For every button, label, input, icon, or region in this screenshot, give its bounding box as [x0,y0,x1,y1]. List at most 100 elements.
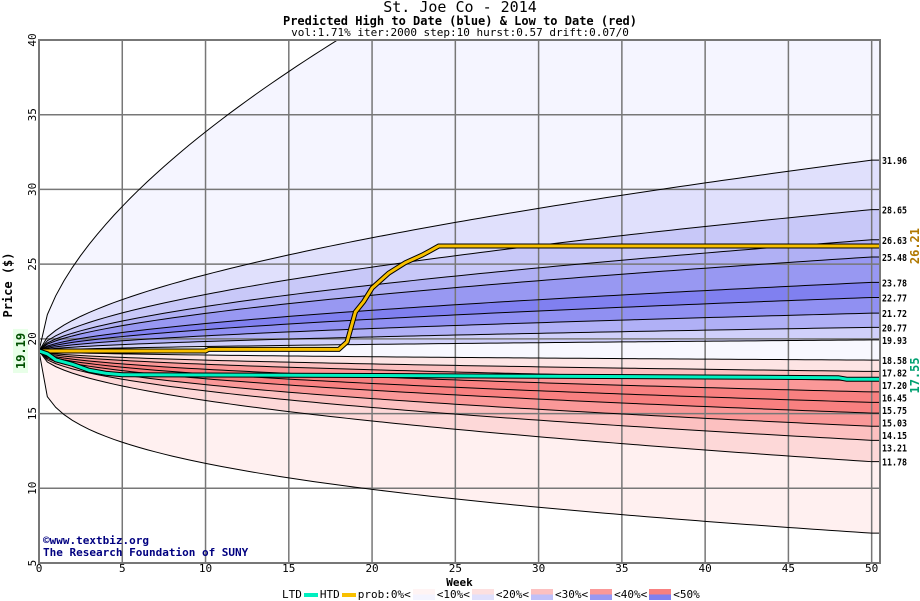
start-price-bg [13,328,28,373]
y-tick-label: 25 [26,258,39,271]
lower-percentile-label: 17.20 [882,381,907,392]
y-tick-label: 30 [26,183,39,196]
legend-prob-label: prob:0%< [357,588,411,601]
upper-band-6 [39,297,880,351]
x-tick-label: 30 [532,562,545,575]
y-tick-label: 35 [26,108,39,121]
legend-swatch-50 [649,589,672,600]
chart-title: St. Joe Co - 2014 [383,0,537,16]
x-tick-label: 0 [36,562,43,575]
percentile-line-5 [39,281,880,352]
percentile-line-7 [39,312,880,352]
upper-percentile-label: 25.48 [882,253,907,264]
lower-percentile-label: 15.75 [882,406,907,417]
lower-band-0 [39,350,880,372]
lower-percentile-label: 14.15 [882,431,907,442]
lower-band-5 [39,350,880,427]
percentile-line-8 [39,326,880,352]
plot-frame [38,39,881,564]
center-band [39,339,880,361]
legend-swatch-40 [590,589,613,600]
ltd-line [39,349,880,381]
y-tick-label: 5 [26,560,39,567]
chart-subtitle: Predicted High to Date (blue) & Low to D… [282,14,637,28]
lower-band-7 [39,350,880,462]
x-tick-label: 35 [615,562,628,575]
legend-bin-30: <30%< [554,588,589,601]
lower-band-4 [39,350,880,414]
x-tick-label: 20 [365,562,378,575]
y-tick-label: 20 [26,332,39,345]
percentile-line-9 [39,339,880,352]
x-tick-label: 45 [782,562,795,575]
legend-swatch-10 [412,589,435,600]
percentile-line-14 [39,350,880,403]
lower-percentile-label: 16.45 [882,394,907,405]
upper-percentile-label: 21.72 [882,309,907,320]
upper-percentile-label: 26.63 [882,236,907,247]
percentile-line-19 [39,350,880,534]
upper-band-3 [39,239,880,351]
x-tick-label: 5 [119,562,126,575]
percentile-line-10 [39,350,880,361]
ltd-end-label: 17.55 [908,357,920,393]
legend: LTD HTD prob:0%< <10%< <20%< <30%< <40%<… [282,589,700,600]
upper-band-1 [39,160,880,351]
legend-ltd-swatch [303,592,318,597]
lower-percentile-label: 13.21 [882,444,907,455]
percentile-line-0 [39,40,339,352]
percentile-line-16 [39,350,880,427]
htd-end-label: 26.21 [908,228,920,264]
x-tick-label: 10 [199,562,212,575]
x-tick-label: 40 [699,562,712,575]
credit-line: The Research Foundation of SUNY [43,546,249,559]
percentile-line-17 [39,350,880,441]
htd-line [39,244,880,353]
x-tick-label: 50 [865,562,878,575]
upper-band-4 [39,256,880,351]
y-tick-label: 40 [26,33,39,46]
legend-htd-swatch [341,592,356,597]
lower-band-3 [39,350,880,403]
legend-bin-40: <40%< [614,588,648,601]
upper-percentile-label: 19.93 [882,336,907,347]
upper-band-7 [39,313,880,351]
x-axis-label: Week [446,576,473,589]
legend-swatch-20 [471,589,494,600]
y-tick-label: 15 [26,407,39,420]
legend-ltd-label: LTD [282,588,302,601]
credit-line: ©www.textbiz.org [43,534,149,547]
upper-percentile-label: 23.78 [882,278,907,289]
simulation-params: vol:1.71% iter:2000 step:10 hurst:0.57 d… [291,26,629,39]
percentile-line-4 [39,256,880,352]
percentile-line-11 [39,350,880,372]
x-tick-label: 25 [449,562,462,575]
upper-band-5 [39,282,880,351]
lower-percentile-label: 17.82 [882,369,907,380]
legend-bin-50: <50% [673,588,700,601]
legend-bin-20: <20%< [495,588,529,601]
percentile-line-1 [39,159,880,352]
x-tick-label: 15 [282,562,295,575]
upper-percentile-label: 22.77 [882,293,907,304]
percentile-line-18 [39,350,880,463]
upper-percentile-label: 31.96 [882,156,907,167]
legend-bin-10: <10%< [436,588,470,601]
legend-swatch-30 [530,589,553,600]
percentile-line-13 [39,350,880,393]
lower-band-6 [39,350,880,441]
percentile-line-6 [39,296,880,352]
upper-band-0 [39,40,880,351]
legend-htd-label: HTD [319,588,340,601]
lower-band-2 [39,350,880,392]
y-tick-label: 10 [26,482,39,495]
start-price-label: 19.19 [14,333,28,369]
y-axis-label: Price ($) [1,252,15,317]
lower-percentile-label: 18.58 [882,356,907,367]
lower-percentile-label: 15.03 [882,419,907,430]
upper-percentile-label: 28.65 [882,206,907,217]
percentile-line-3 [39,239,880,352]
upper-percentile-label: 20.77 [882,323,907,334]
